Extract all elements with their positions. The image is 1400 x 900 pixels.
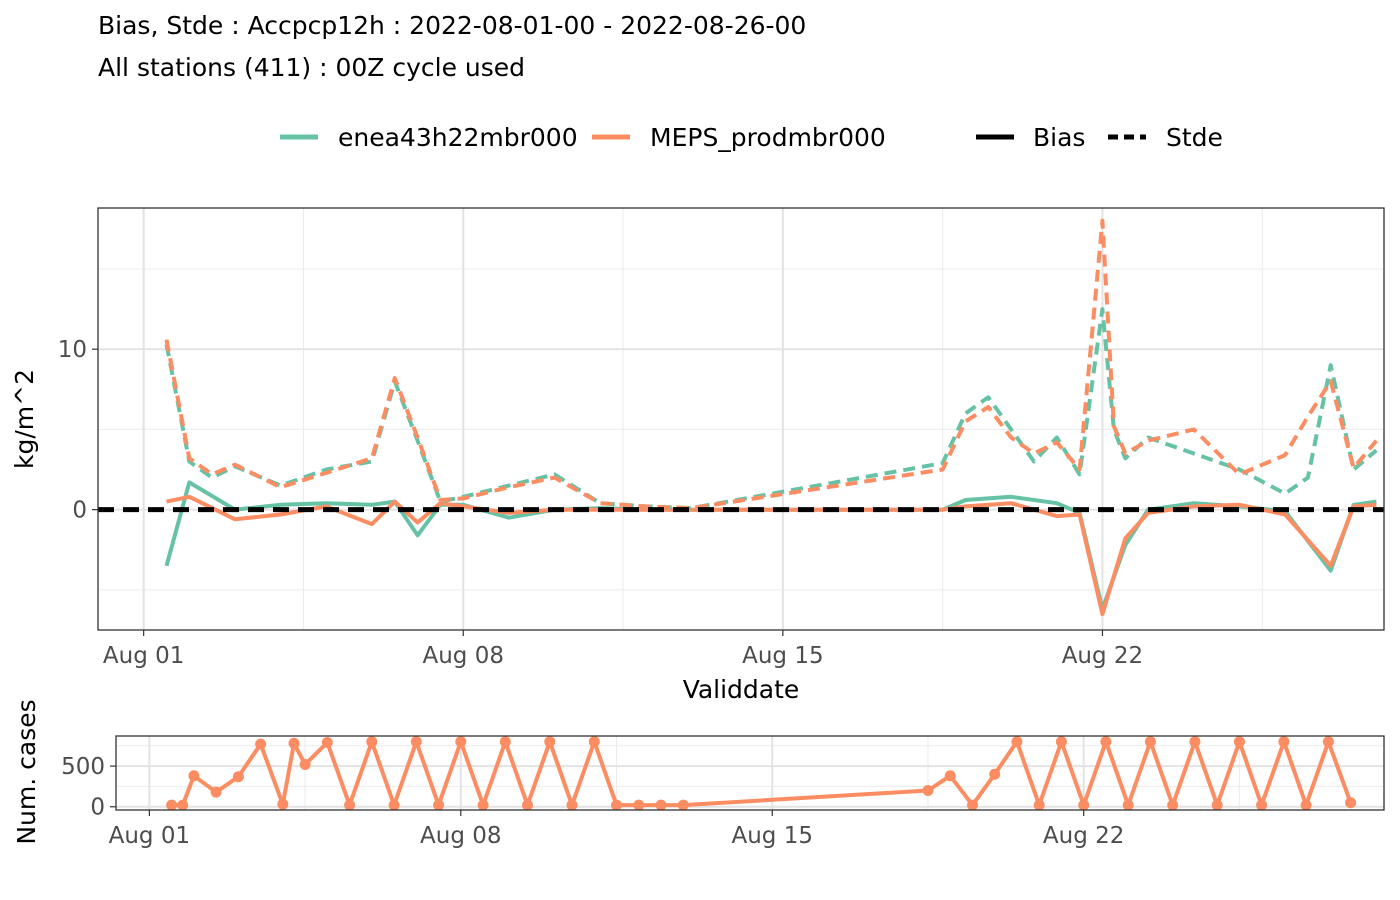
main-plot-panel: Aug 01 Aug 08 Aug 15 Aug 22 0 10 [58,207,1385,669]
count-point [566,799,578,810]
count-series-line [171,739,1353,808]
count-point [655,799,667,810]
count-point [1211,799,1223,810]
main-x-tick-label: Aug 01 [103,643,185,669]
count-point [522,799,533,810]
legend-label-stde: Stde [1166,123,1223,152]
main-x-tick-label: Aug 15 [742,643,824,669]
y-axis-title: kg/m^2 [10,369,39,469]
count-point [1122,799,1134,810]
count-point [1233,736,1245,748]
count-point [1256,799,1268,810]
x-axis-title: Validdate [683,675,800,704]
series-meps-prodmbr000-stde-line [164,218,1378,511]
count-point [1300,799,1312,810]
legend: enea43h22mbr000 MEPS_prodmbr000 Bias Std… [280,123,1223,152]
count-point [277,798,289,810]
count-point [1167,799,1179,810]
count-point [544,736,556,748]
count-point [633,799,645,810]
count-point [989,768,1001,780]
count-point [255,738,267,750]
chart-subtitle: All stations (411) : 00Z cycle used [98,53,525,82]
count-y-tick-label: 500 [61,754,105,780]
count-point [177,799,189,810]
count-point [922,785,934,796]
count-point [232,771,244,783]
count-point [344,799,356,810]
count-point [1189,736,1201,748]
count-plot-panel: Aug 01 Aug 08 Aug 15 Aug 22 0 500 [61,735,1385,849]
count-point [1278,736,1290,748]
legend-label-bias: Bias [1033,123,1085,152]
legend-label-enea: enea43h22mbr000 [338,123,578,152]
series-meps-prodmbr000-bias-line [166,494,1377,616]
count-point [288,737,300,749]
count-point [321,737,333,748]
legend-label-meps: MEPS_prodmbr000 [650,123,886,152]
count-y-axis-title: Num. cases [12,699,41,844]
count-point [1322,736,1334,748]
chart-title: Bias, Stde : Accpcp12h : 2022-08-01-00 -… [98,11,806,40]
count-point [1033,799,1045,810]
count-point [1055,736,1067,748]
count-x-tick-label: Aug 22 [1043,823,1125,849]
count-point [299,759,311,770]
count-panel-border [115,735,1385,811]
count-point [1345,797,1357,809]
count-point [611,799,622,810]
count-point [477,799,489,810]
count-point [1100,736,1112,748]
count-point [967,799,978,810]
main-y-tick-label: 0 [72,498,87,524]
count-point [1011,736,1023,748]
count-point [166,799,178,810]
count-point [677,799,689,810]
count-point [944,770,956,782]
count-point [410,736,422,748]
count-point [1078,799,1090,810]
main-x-tick-label: Aug 22 [1062,643,1144,669]
count-point [366,736,378,748]
count-x-tick-label: Aug 15 [731,823,813,849]
count-point [499,736,511,748]
count-point [188,770,200,782]
count-point [433,799,445,810]
count-x-tick-label: Aug 01 [109,823,191,849]
count-point [1144,736,1156,748]
count-x-tick-label: Aug 08 [420,823,502,849]
count-point [588,736,600,748]
count-y-tick-label: 0 [90,795,105,821]
main-x-tick-label: Aug 08 [423,643,505,669]
main-panel-background [98,208,1384,630]
count-point [210,786,222,798]
count-point [455,736,467,748]
count-point [388,799,400,810]
main-y-tick-label: 10 [58,337,87,363]
main-panel-border [97,207,1385,631]
